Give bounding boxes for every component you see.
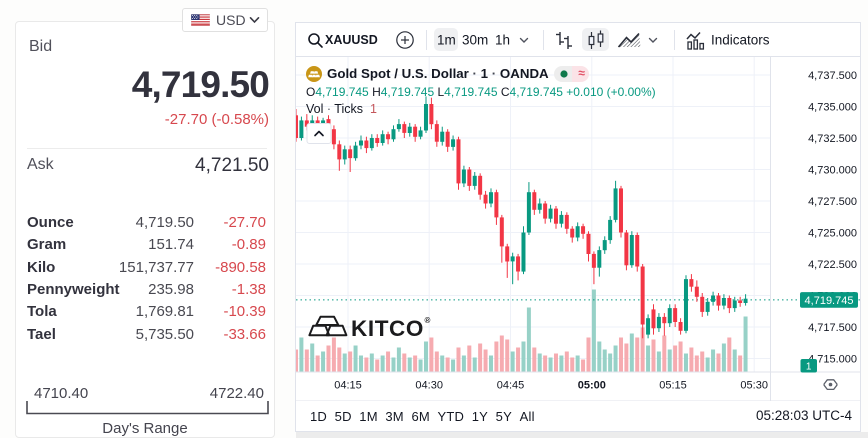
svg-text:05:30: 05:30 [740, 380, 768, 392]
svg-text:04:15: 04:15 [334, 380, 362, 392]
svg-text:4,737.500: 4,737.500 [808, 70, 857, 82]
svg-text:4,725.000: 4,725.000 [808, 227, 857, 239]
svg-text:04:30: 04:30 [415, 380, 443, 392]
svg-text:04:45: 04:45 [497, 380, 525, 392]
svg-text:4,722.500: 4,722.500 [808, 259, 857, 271]
svg-text:®: ® [425, 316, 431, 325]
svg-text:05:00: 05:00 [578, 380, 606, 392]
svg-text:KITCO: KITCO [351, 316, 424, 341]
svg-text:4,715.000: 4,715.000 [808, 353, 857, 365]
svg-text:4,732.500: 4,732.500 [808, 133, 857, 145]
svg-text:4,717.500: 4,717.500 [808, 322, 857, 334]
svg-text:4,719.745: 4,719.745 [805, 295, 854, 307]
svg-text:4,727.500: 4,727.500 [808, 196, 857, 208]
svg-text:4,735.000: 4,735.000 [808, 101, 857, 113]
svg-text:4,730.000: 4,730.000 [808, 164, 857, 176]
svg-text:05:15: 05:15 [659, 380, 687, 392]
svg-text:1: 1 [806, 362, 812, 373]
